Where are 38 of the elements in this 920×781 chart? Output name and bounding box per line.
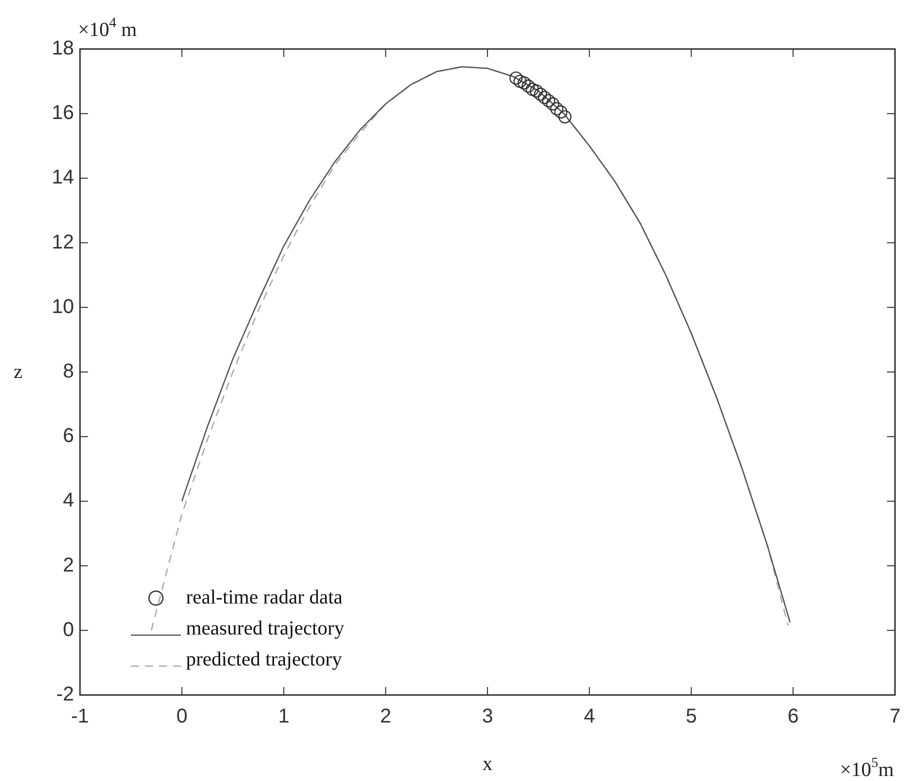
y-tick-label: 18 <box>52 38 74 60</box>
y-tick-label: 14 <box>52 166 74 189</box>
x-tick-label: 7 <box>889 706 901 728</box>
y-tick-label: 12 <box>52 231 74 254</box>
legend-label: measured trajectory <box>186 617 344 640</box>
y-tick-label: 2 <box>62 554 74 576</box>
x-tick-label: 3 <box>482 706 494 728</box>
y-axis-title: z <box>14 361 23 383</box>
legend-label: predicted trajectory <box>186 648 342 670</box>
point <box>518 76 531 90</box>
x-tick-label: -1 <box>71 706 89 728</box>
point <box>530 84 543 98</box>
x-tick-label: 6 <box>788 706 799 728</box>
y-tick-label: 10 <box>52 296 74 318</box>
point <box>522 80 535 93</box>
point <box>542 94 556 108</box>
x-tick-label: 2 <box>380 706 392 728</box>
y-tick-label: 8 <box>62 360 74 383</box>
y-tick-label: 4 <box>62 490 74 512</box>
y-tick-label: 0 <box>62 618 74 641</box>
y-tick-label: 6 <box>62 425 74 448</box>
x-tick-label: 1 <box>278 706 290 728</box>
point <box>538 90 552 104</box>
x-axis-title: x <box>482 753 492 775</box>
y-tick-label: -2 <box>56 684 74 706</box>
point <box>526 82 539 96</box>
point <box>509 71 523 85</box>
x-tick-label: 4 <box>584 706 595 728</box>
point <box>550 102 564 116</box>
point <box>534 88 548 101</box>
point <box>554 105 568 119</box>
x-tick-label: 0 <box>176 706 188 728</box>
point <box>558 110 572 124</box>
y-tick-label: 16 <box>52 102 74 124</box>
point <box>546 97 560 111</box>
point <box>514 74 527 88</box>
x-tick-label: 5 <box>686 706 697 728</box>
legend-label: real-time radar data <box>186 586 343 608</box>
